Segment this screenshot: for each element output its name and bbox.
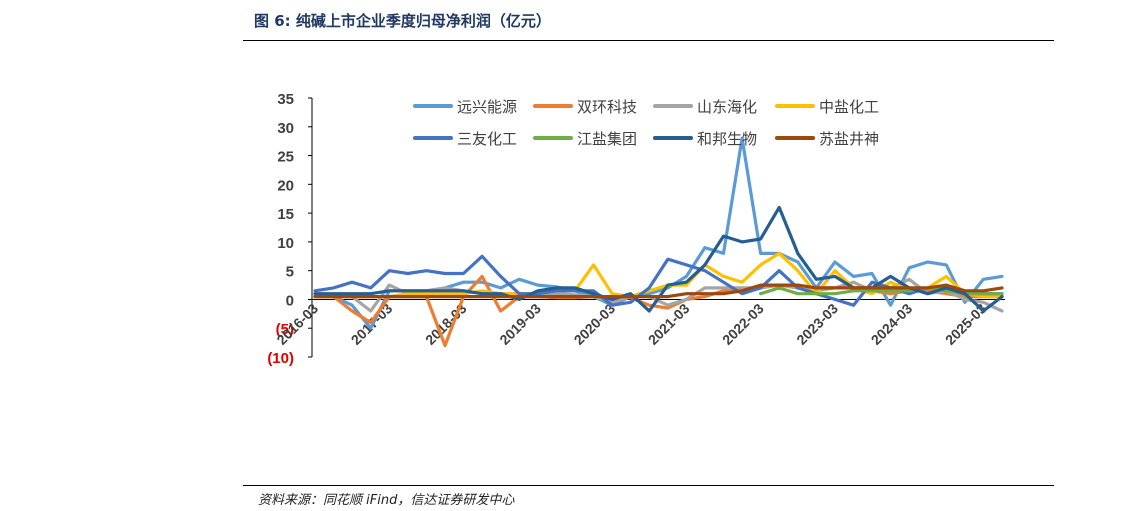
chart-series (313, 136, 1004, 348)
y-tick-label: 5 (286, 264, 294, 281)
y-tick-label: (10) (267, 350, 294, 367)
source-note: 资料来源：同花顺 iFind，信达证券研发中心 (258, 493, 515, 508)
series-line-2 (313, 274, 1004, 348)
y-tick-label: 20 (277, 177, 294, 194)
x-tick-label: 2020-03 (571, 300, 619, 348)
y-tick-label: 15 (277, 206, 294, 223)
legend-label: 苏盐井神 (819, 131, 879, 148)
series-line-4 (313, 251, 1004, 299)
x-tick-label: 2025-03 (942, 300, 990, 348)
top-rule (243, 40, 1054, 41)
bottom-rule (243, 485, 1054, 486)
figure-title: 图 6: 纯碱上市企业季度归母净利润（亿元） (254, 12, 551, 30)
x-tick-label: 2023-03 (793, 300, 841, 348)
series-line-8 (313, 283, 1004, 299)
y-tick-label: 25 (277, 149, 294, 166)
legend-label: 中盐化工 (819, 99, 879, 116)
legend-label: 山东海化 (697, 99, 757, 116)
y-tick-label: 30 (277, 120, 294, 137)
legend-label: 远兴能源 (457, 99, 517, 116)
y-tick-label: (5) (276, 321, 294, 338)
y-tick-label: 10 (277, 235, 294, 252)
legend-label: 双环科技 (577, 99, 637, 116)
y-tick-label: 0 (286, 292, 294, 309)
legend-label: 三友化工 (457, 131, 517, 148)
y-tick-label: 35 (277, 91, 294, 108)
x-tick-label: 2024-03 (868, 300, 916, 348)
x-tick-label: 2022-03 (719, 300, 767, 348)
legend-label: 和邦生物 (697, 131, 757, 148)
legend-label: 江盐集团 (577, 131, 637, 148)
